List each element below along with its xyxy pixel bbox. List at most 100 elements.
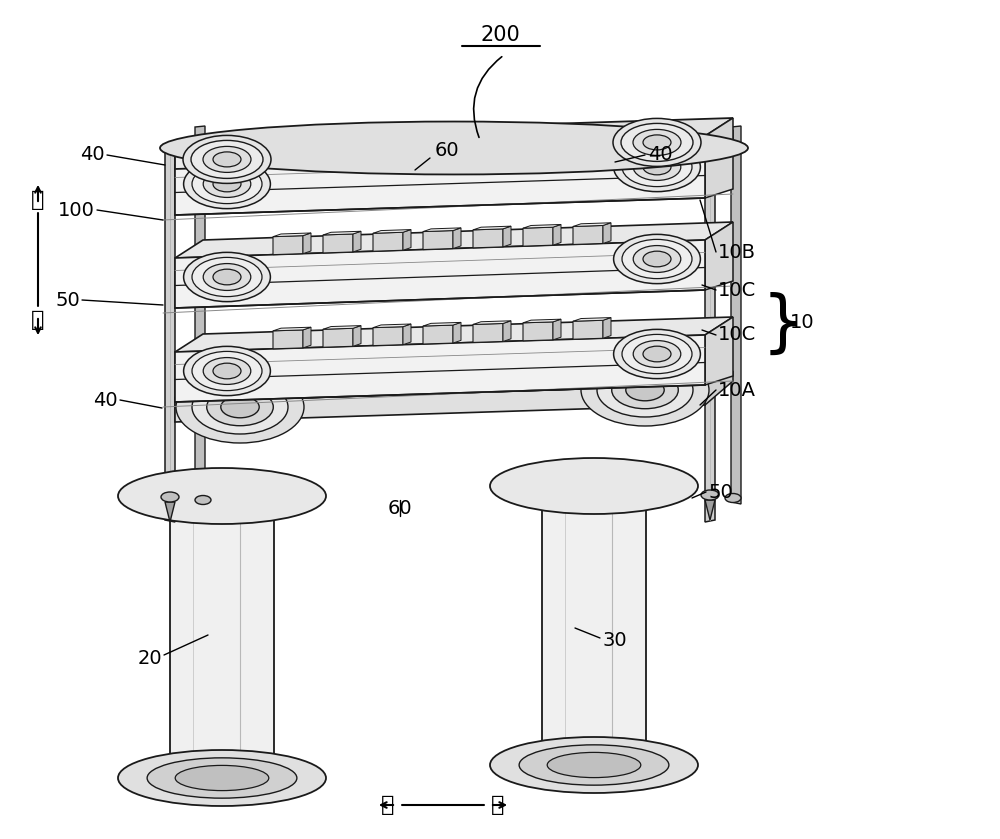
Polygon shape bbox=[303, 327, 311, 348]
Polygon shape bbox=[705, 118, 733, 152]
Polygon shape bbox=[705, 317, 733, 385]
Polygon shape bbox=[175, 222, 733, 258]
Polygon shape bbox=[175, 335, 705, 402]
Polygon shape bbox=[373, 324, 411, 328]
Polygon shape bbox=[175, 240, 705, 308]
Ellipse shape bbox=[490, 737, 698, 793]
Polygon shape bbox=[373, 232, 403, 251]
Ellipse shape bbox=[622, 148, 692, 186]
Polygon shape bbox=[373, 230, 411, 233]
Ellipse shape bbox=[221, 274, 233, 280]
Polygon shape bbox=[473, 324, 503, 342]
Polygon shape bbox=[303, 140, 311, 161]
Polygon shape bbox=[273, 233, 311, 237]
Polygon shape bbox=[323, 232, 361, 235]
Polygon shape bbox=[523, 135, 553, 154]
Ellipse shape bbox=[633, 129, 681, 155]
Ellipse shape bbox=[651, 164, 663, 170]
Polygon shape bbox=[603, 131, 611, 151]
Ellipse shape bbox=[175, 765, 269, 790]
Polygon shape bbox=[353, 326, 361, 347]
Ellipse shape bbox=[191, 140, 263, 179]
Polygon shape bbox=[165, 502, 175, 522]
Polygon shape bbox=[473, 227, 511, 230]
Ellipse shape bbox=[192, 352, 262, 391]
Ellipse shape bbox=[199, 169, 255, 200]
Ellipse shape bbox=[147, 758, 297, 798]
Ellipse shape bbox=[205, 265, 249, 289]
Polygon shape bbox=[542, 486, 646, 765]
Text: 左: 左 bbox=[381, 795, 395, 815]
Polygon shape bbox=[473, 137, 503, 155]
Ellipse shape bbox=[641, 250, 673, 268]
Polygon shape bbox=[573, 131, 611, 134]
Ellipse shape bbox=[221, 396, 259, 418]
Polygon shape bbox=[523, 319, 561, 323]
Ellipse shape bbox=[213, 176, 241, 192]
Polygon shape bbox=[453, 322, 461, 343]
Polygon shape bbox=[423, 228, 461, 232]
Ellipse shape bbox=[203, 263, 251, 290]
Ellipse shape bbox=[646, 253, 668, 265]
Ellipse shape bbox=[213, 269, 241, 284]
Ellipse shape bbox=[635, 342, 679, 366]
Polygon shape bbox=[573, 223, 611, 227]
Polygon shape bbox=[503, 133, 511, 154]
Text: 30: 30 bbox=[602, 630, 627, 649]
Polygon shape bbox=[523, 133, 561, 136]
Ellipse shape bbox=[614, 234, 700, 284]
Ellipse shape bbox=[635, 155, 679, 179]
Ellipse shape bbox=[184, 253, 270, 302]
Ellipse shape bbox=[490, 458, 698, 514]
Ellipse shape bbox=[641, 345, 673, 363]
Polygon shape bbox=[453, 135, 461, 156]
Polygon shape bbox=[473, 320, 511, 325]
Polygon shape bbox=[175, 130, 733, 165]
Ellipse shape bbox=[612, 372, 678, 409]
Polygon shape bbox=[323, 328, 353, 347]
Ellipse shape bbox=[643, 347, 671, 362]
Text: 10B: 10B bbox=[718, 242, 756, 262]
Ellipse shape bbox=[221, 180, 233, 187]
Ellipse shape bbox=[622, 239, 692, 279]
Ellipse shape bbox=[621, 123, 693, 161]
Ellipse shape bbox=[199, 262, 255, 293]
Polygon shape bbox=[273, 140, 311, 143]
Polygon shape bbox=[423, 231, 453, 249]
Polygon shape bbox=[705, 500, 715, 520]
Ellipse shape bbox=[192, 258, 262, 297]
Text: 右: 右 bbox=[491, 795, 505, 815]
Polygon shape bbox=[175, 136, 705, 169]
Polygon shape bbox=[403, 137, 411, 158]
Ellipse shape bbox=[161, 492, 179, 502]
Ellipse shape bbox=[184, 159, 270, 209]
Polygon shape bbox=[573, 320, 603, 339]
Polygon shape bbox=[423, 322, 461, 326]
Ellipse shape bbox=[203, 146, 251, 172]
Ellipse shape bbox=[581, 354, 709, 426]
Ellipse shape bbox=[614, 330, 700, 378]
Polygon shape bbox=[373, 137, 411, 141]
Polygon shape bbox=[603, 318, 611, 338]
Ellipse shape bbox=[651, 351, 663, 357]
Ellipse shape bbox=[519, 745, 669, 785]
Ellipse shape bbox=[635, 247, 679, 271]
Polygon shape bbox=[403, 230, 411, 250]
Polygon shape bbox=[503, 227, 511, 247]
Ellipse shape bbox=[184, 347, 270, 396]
Ellipse shape bbox=[213, 363, 241, 379]
Ellipse shape bbox=[643, 251, 671, 267]
Ellipse shape bbox=[203, 170, 251, 197]
Text: 40: 40 bbox=[648, 145, 673, 164]
Polygon shape bbox=[403, 324, 411, 345]
Polygon shape bbox=[423, 138, 453, 157]
Polygon shape bbox=[353, 138, 361, 159]
Ellipse shape bbox=[629, 243, 685, 274]
Ellipse shape bbox=[633, 154, 681, 180]
Polygon shape bbox=[553, 319, 561, 340]
Ellipse shape bbox=[646, 161, 668, 173]
Polygon shape bbox=[323, 141, 353, 160]
Text: 100: 100 bbox=[58, 201, 95, 220]
Ellipse shape bbox=[646, 348, 668, 360]
Ellipse shape bbox=[216, 178, 238, 190]
